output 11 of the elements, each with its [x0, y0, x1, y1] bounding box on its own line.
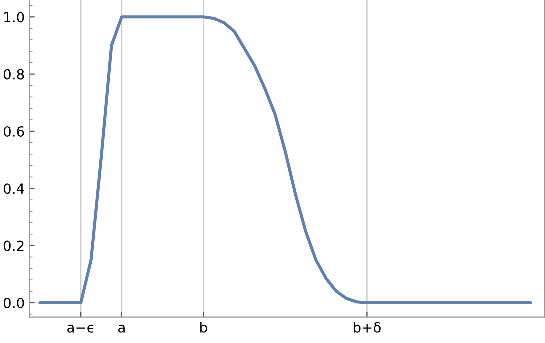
x-tick-label: a	[118, 324, 125, 333]
x-tick-label: b+δ	[354, 322, 381, 333]
y-tick-label: 0.4	[4, 184, 24, 194]
y-tick-label: 0.6	[4, 126, 24, 137]
x-tick-label: b	[200, 322, 208, 333]
y-tick-label: 1.0	[4, 12, 24, 23]
y-tick-label: 0.2	[4, 240, 24, 252]
x-tick-label: a−ϵ	[68, 324, 94, 333]
y-tick-label: 0.0	[4, 298, 24, 308]
y-tick-label: 0.8	[4, 69, 24, 80]
line-series	[38, 16, 532, 305]
